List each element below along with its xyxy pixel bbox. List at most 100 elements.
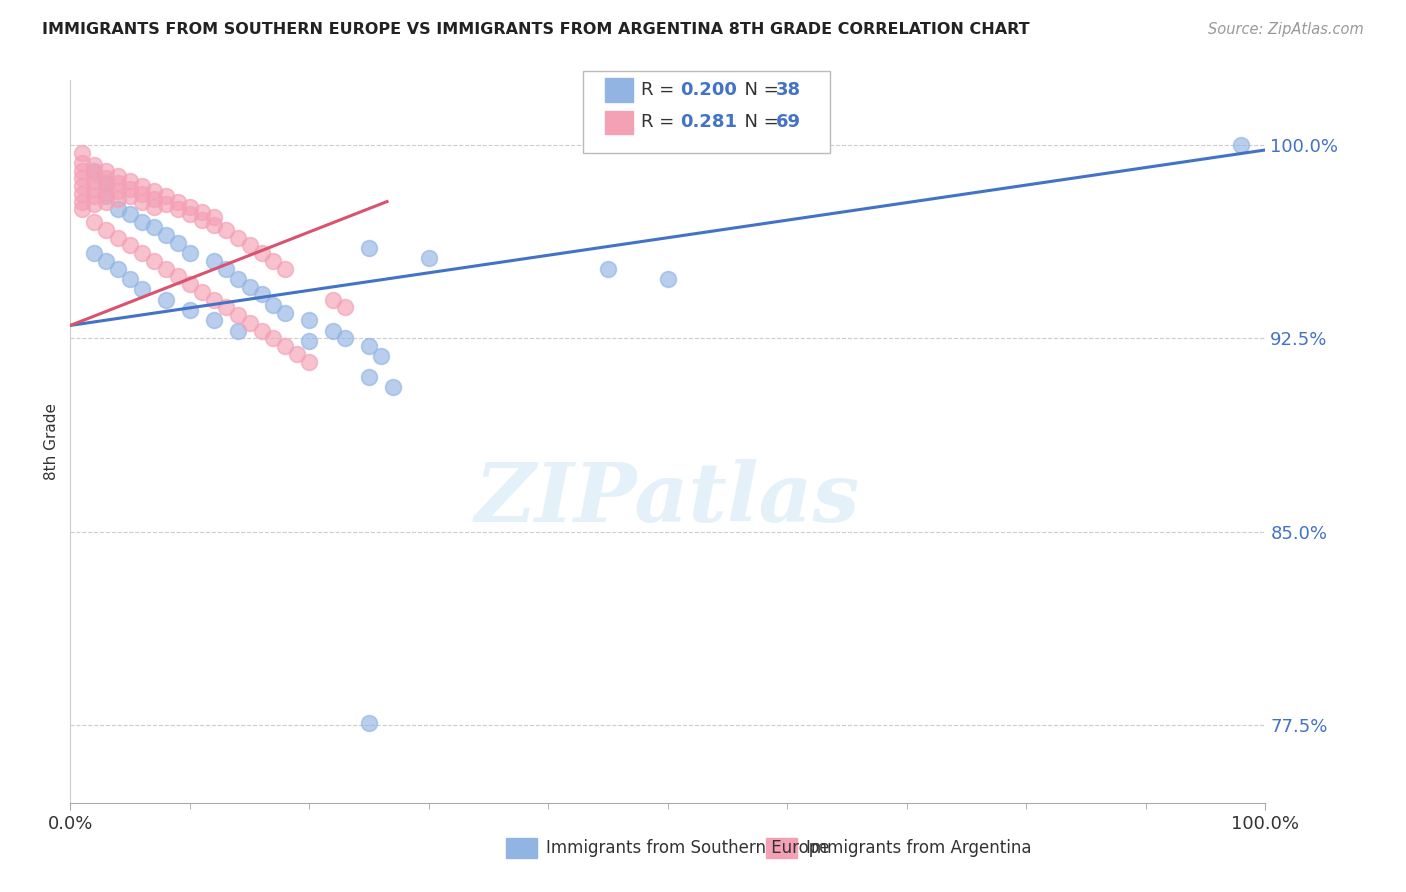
Point xyxy=(298,334,321,348)
Point xyxy=(70,145,93,160)
Point xyxy=(322,324,344,338)
Point xyxy=(83,158,105,172)
Point xyxy=(83,174,105,188)
Text: ZIPatlas: ZIPatlas xyxy=(475,459,860,540)
Point xyxy=(250,287,273,301)
Text: 0.281: 0.281 xyxy=(681,113,738,131)
Point xyxy=(70,179,93,194)
Point xyxy=(298,354,321,368)
Point xyxy=(131,246,153,260)
Point xyxy=(214,261,236,276)
Point xyxy=(598,261,620,276)
Point xyxy=(143,192,166,206)
Point xyxy=(657,272,679,286)
Point xyxy=(107,169,129,183)
Point xyxy=(298,313,321,327)
Point xyxy=(120,181,141,195)
Point xyxy=(155,189,177,203)
Point xyxy=(96,186,117,201)
Point xyxy=(274,261,297,276)
Point xyxy=(359,715,381,730)
Point xyxy=(83,215,105,229)
Point xyxy=(96,171,117,186)
Text: N =: N = xyxy=(733,113,785,131)
Point xyxy=(96,179,117,194)
Point xyxy=(214,301,236,315)
Point xyxy=(70,171,93,186)
Point xyxy=(250,246,273,260)
Point xyxy=(70,194,93,209)
Point xyxy=(202,293,225,307)
Point xyxy=(143,254,166,268)
Point xyxy=(263,254,285,268)
Point xyxy=(322,293,344,307)
Point xyxy=(155,228,177,243)
Point xyxy=(143,184,166,198)
Point xyxy=(1230,137,1253,152)
Point xyxy=(143,200,166,214)
Point xyxy=(226,308,249,322)
Point xyxy=(179,302,201,317)
Point xyxy=(70,202,93,217)
Point xyxy=(263,331,285,345)
Point xyxy=(107,230,129,244)
Point xyxy=(131,186,153,201)
Point xyxy=(226,324,249,338)
Point xyxy=(120,272,141,286)
Point xyxy=(83,189,105,203)
Point xyxy=(239,279,262,293)
Point xyxy=(155,293,177,307)
Point xyxy=(179,277,201,292)
Point xyxy=(83,166,105,180)
Point xyxy=(359,241,381,255)
Text: 69: 69 xyxy=(776,113,801,131)
Point xyxy=(191,212,214,227)
Point xyxy=(131,179,153,194)
Point xyxy=(96,223,117,237)
Point xyxy=(107,192,129,206)
Text: 0.200: 0.200 xyxy=(681,81,737,99)
Point xyxy=(226,230,249,244)
Text: IMMIGRANTS FROM SOUTHERN EUROPE VS IMMIGRANTS FROM ARGENTINA 8TH GRADE CORRELATI: IMMIGRANTS FROM SOUTHERN EUROPE VS IMMIG… xyxy=(42,22,1029,37)
Y-axis label: 8th Grade: 8th Grade xyxy=(44,403,59,480)
Point xyxy=(214,223,236,237)
Point xyxy=(359,370,381,384)
Point xyxy=(166,202,188,217)
Point xyxy=(191,285,214,299)
Point xyxy=(120,207,141,221)
Point xyxy=(107,261,129,276)
Point xyxy=(335,301,357,315)
Point xyxy=(120,189,141,203)
Point xyxy=(107,202,129,217)
Point xyxy=(263,298,285,312)
Point xyxy=(131,215,153,229)
Text: R =: R = xyxy=(641,81,681,99)
Point xyxy=(96,163,117,178)
Point xyxy=(179,207,201,221)
Point xyxy=(166,194,188,209)
Point xyxy=(70,186,93,201)
Point xyxy=(70,163,93,178)
Point xyxy=(96,254,117,268)
Point xyxy=(202,313,225,327)
Text: Immigrants from Southern Europe: Immigrants from Southern Europe xyxy=(546,839,830,857)
Point xyxy=(179,246,201,260)
Text: Source: ZipAtlas.com: Source: ZipAtlas.com xyxy=(1208,22,1364,37)
Point xyxy=(83,246,105,260)
Point xyxy=(287,347,309,361)
Point xyxy=(250,324,273,338)
Point xyxy=(155,197,177,211)
Point xyxy=(335,331,357,345)
Point xyxy=(191,205,214,219)
Point xyxy=(83,163,105,178)
Point xyxy=(166,235,188,250)
Point xyxy=(96,177,117,191)
Point xyxy=(179,200,201,214)
Point xyxy=(239,238,262,252)
Point xyxy=(239,316,262,330)
Point xyxy=(166,269,188,284)
Point xyxy=(370,350,392,364)
Point xyxy=(70,156,93,170)
Point xyxy=(120,174,141,188)
Point xyxy=(418,252,440,266)
